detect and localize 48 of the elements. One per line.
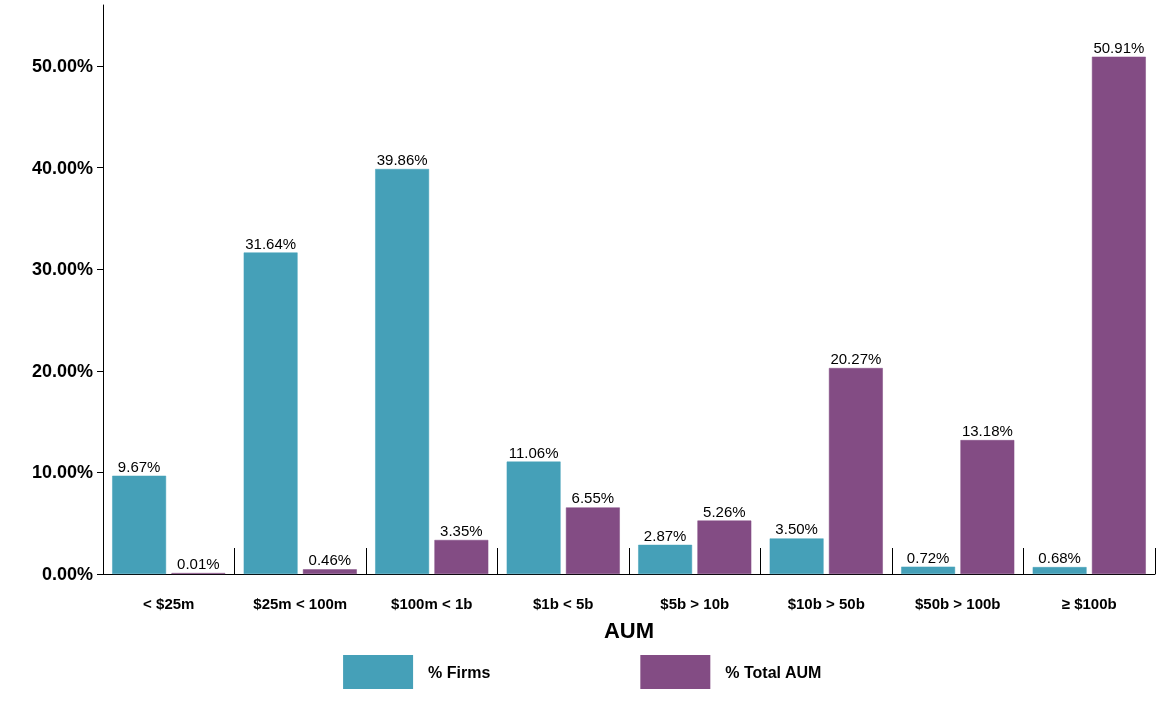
- x-tick-label: $25m < 100m: [253, 595, 348, 612]
- data-label: 0.46%: [308, 551, 352, 569]
- bar: [302, 569, 357, 574]
- data-label: 31.64%: [245, 234, 297, 252]
- x-tick-label: $50b > 100b: [915, 595, 1001, 612]
- data-label: 3.50%: [775, 520, 818, 538]
- bar: [375, 168, 430, 574]
- y-tick-label: 20.00%: [31, 360, 93, 381]
- data-label: 5.26%: [703, 502, 746, 520]
- x-tick-label: $10b > 50b: [787, 595, 865, 612]
- legend-label: % Firms: [428, 663, 491, 681]
- bar: [243, 252, 298, 574]
- bar: [112, 475, 167, 574]
- x-tick-label: $1b < 5b: [533, 595, 594, 612]
- data-label: 0.01%: [177, 555, 220, 572]
- x-tick-label: $100m < 1b: [391, 595, 473, 612]
- data-label: 0.68%: [1038, 549, 1081, 567]
- data-label: 2.87%: [643, 526, 687, 544]
- data-label: 9.67%: [117, 457, 161, 475]
- bar: [565, 507, 620, 574]
- data-label: 39.86%: [376, 150, 428, 168]
- data-label: 11.06%: [508, 443, 559, 461]
- bar: [1032, 567, 1087, 574]
- data-label: 50.91%: [1093, 38, 1145, 56]
- data-label: 13.18%: [961, 422, 1013, 440]
- x-tick-label: ≥ $100b: [1061, 595, 1117, 612]
- bar: [434, 539, 489, 574]
- y-tick-label: 40.00%: [31, 157, 93, 178]
- x-axis-title: AUM: [603, 617, 655, 643]
- data-label: 6.55%: [571, 489, 615, 507]
- bar: [901, 566, 956, 574]
- data-label: 3.35%: [440, 521, 483, 539]
- data-label: 20.27%: [830, 350, 882, 368]
- bar: [828, 368, 883, 574]
- data-label: 0.72%: [906, 548, 950, 566]
- legend-label: % Total AUM: [725, 663, 822, 681]
- y-tick-label: 50.00%: [31, 55, 93, 76]
- y-tick-label: 10.00%: [31, 462, 93, 483]
- bar: [506, 461, 561, 574]
- y-tick-label: 30.00%: [31, 259, 93, 280]
- bar: [960, 440, 1015, 574]
- bar: [1091, 56, 1146, 574]
- x-tick-label: $5b > 10b: [660, 595, 730, 612]
- bar: [697, 520, 752, 574]
- y-tick-label: 0.00%: [41, 564, 93, 584]
- bar: [638, 544, 693, 574]
- bar: [769, 538, 824, 574]
- x-tick-label: < $25m: [143, 595, 195, 612]
